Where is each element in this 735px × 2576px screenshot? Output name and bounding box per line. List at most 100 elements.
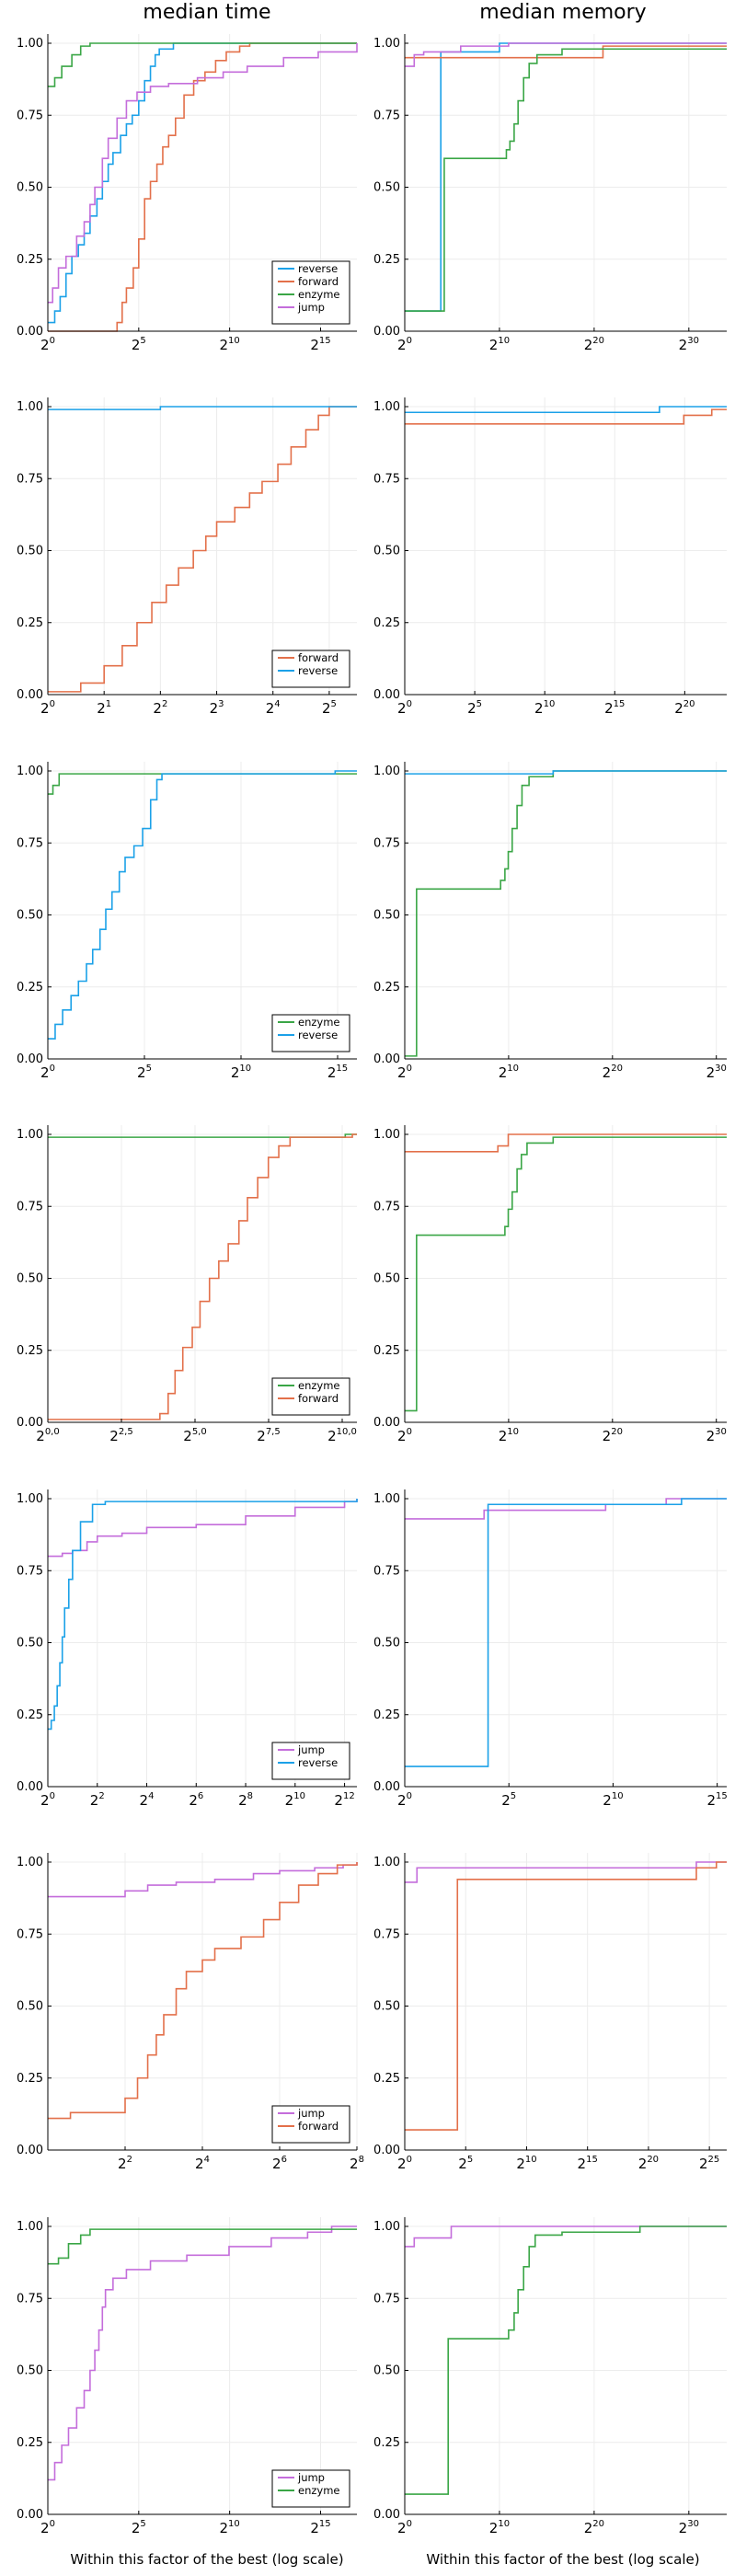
x-axis-label-memory: Within this factor of the best (log scal… bbox=[426, 2551, 699, 2568]
x-tick-base: 2 bbox=[132, 2520, 141, 2536]
x-tick-exponent: 2 bbox=[127, 2155, 132, 2165]
x-tick-base: 2 bbox=[467, 700, 477, 717]
y-tick-label: 0.25 bbox=[373, 1708, 400, 1722]
x-tick-base: 2 bbox=[706, 1064, 716, 1081]
series-line-enzyme bbox=[405, 1136, 727, 1412]
x-tick-exponent: 15 bbox=[716, 1791, 728, 1801]
x-tick-exponent: 10 bbox=[228, 2519, 240, 2529]
x-tick-exponent: 10 bbox=[498, 336, 510, 346]
y-tick-label: 0.00 bbox=[373, 1780, 400, 1794]
y-tick-label: 0.25 bbox=[373, 253, 400, 267]
x-tick-label: 215 bbox=[578, 2155, 598, 2172]
series-line-forward bbox=[48, 406, 357, 693]
x-tick-label: 220 bbox=[584, 336, 604, 353]
y-tick-label: 1.00 bbox=[373, 1856, 400, 1869]
x-tick-base: 2 bbox=[40, 700, 50, 717]
y-tick-label: 0.50 bbox=[373, 1272, 400, 1286]
x-tick-label: 210 bbox=[489, 2519, 510, 2536]
column-title-memory: median memory bbox=[479, 1, 646, 24]
series-line-jump bbox=[405, 2225, 727, 2248]
x-tick-label: 26 bbox=[189, 1791, 203, 1809]
y-tick-label: 0.25 bbox=[373, 1344, 400, 1358]
y-tick-label: 0.75 bbox=[373, 472, 400, 486]
y-tick-label: 0.75 bbox=[373, 2292, 400, 2306]
x-tick-exponent: 4 bbox=[148, 1791, 154, 1801]
x-tick-exponent: 5 bbox=[330, 699, 336, 709]
x-tick-exponent: 0 bbox=[50, 699, 55, 709]
y-tick-label: 0.50 bbox=[373, 2000, 400, 2014]
y-tick-label: 0.00 bbox=[17, 1780, 43, 1794]
y-tick-label: 0.75 bbox=[17, 836, 43, 850]
x-tick-exponent: 10 bbox=[507, 1064, 519, 1074]
series-line-jump bbox=[48, 43, 358, 304]
y-tick-label: 0.00 bbox=[17, 1416, 43, 1430]
y-tick-label: 0.25 bbox=[373, 616, 400, 630]
series-line-reverse bbox=[405, 770, 727, 775]
y-tick-label: 0.50 bbox=[17, 545, 43, 558]
x-tick-base: 2 bbox=[40, 1792, 50, 1809]
y-tick-label: 1.00 bbox=[17, 1128, 43, 1142]
x-tick-base: 2 bbox=[36, 1428, 45, 1444]
series-line-reverse bbox=[405, 406, 727, 414]
x-tick-exponent: 20 bbox=[683, 699, 695, 709]
y-tick-label: 0.25 bbox=[17, 981, 43, 995]
x-tick-base: 2 bbox=[109, 1428, 119, 1444]
series-line-enzyme bbox=[48, 42, 357, 87]
x-tick-base: 2 bbox=[257, 1428, 266, 1444]
x-tick-base: 2 bbox=[220, 337, 229, 353]
y-tick-label: 0.00 bbox=[373, 1416, 400, 1430]
x-tick-label: 220 bbox=[603, 1427, 623, 1444]
x-tick-label: 20 bbox=[40, 1791, 55, 1809]
x-tick-base: 2 bbox=[231, 1064, 240, 1081]
x-tick-label: 230 bbox=[679, 2519, 699, 2536]
legend-label-forward: forward bbox=[298, 2120, 339, 2133]
x-tick-base: 2 bbox=[195, 2156, 204, 2172]
y-tick-label: 0.00 bbox=[17, 2144, 43, 2157]
x-tick-label: 21 bbox=[97, 699, 111, 717]
x-tick-label: 20 bbox=[397, 1427, 412, 1444]
x-tick-exponent: 7,5 bbox=[266, 1427, 281, 1437]
x-tick-base: 2 bbox=[334, 1792, 343, 1809]
x-tick-label: 20 bbox=[40, 699, 55, 717]
x-tick-exponent: 5 bbox=[477, 699, 482, 709]
y-tick-label: 0.50 bbox=[17, 2000, 43, 2014]
legend-label-reverse: reverse bbox=[298, 1756, 338, 1769]
x-tick-exponent: 2 bbox=[162, 699, 167, 709]
x-tick-base: 2 bbox=[310, 2520, 319, 2536]
series-line-reverse bbox=[48, 406, 357, 410]
legend-label-forward: forward bbox=[298, 1392, 339, 1405]
y-tick-label: 0.50 bbox=[17, 181, 43, 195]
x-tick-exponent: 15 bbox=[319, 2519, 331, 2529]
x-tick-exponent: 5,0 bbox=[192, 1427, 207, 1437]
series-line-forward bbox=[48, 42, 357, 332]
x-tick-label: 25 bbox=[467, 699, 482, 717]
x-tick-exponent: 20 bbox=[611, 1427, 623, 1437]
x-tick-exponent: 8 bbox=[247, 1791, 253, 1801]
x-tick-exponent: 3 bbox=[218, 699, 224, 709]
x-tick-exponent: 0 bbox=[50, 2519, 55, 2529]
y-tick-label: 1.00 bbox=[17, 1856, 43, 1869]
legend-label-enzyme: enzyme bbox=[298, 1379, 339, 1392]
y-tick-label: 0.50 bbox=[373, 1637, 400, 1650]
x-tick-label: 20 bbox=[40, 2519, 55, 2536]
y-tick-label: 0.75 bbox=[373, 109, 400, 122]
x-tick-label: 210 bbox=[603, 1791, 623, 1809]
x-tick-label: 210 bbox=[220, 2519, 240, 2536]
x-tick-exponent: 6 bbox=[198, 1791, 203, 1801]
series-line-jump bbox=[405, 1498, 727, 1520]
legend-box bbox=[271, 2469, 350, 2508]
x-tick-label: 20 bbox=[397, 1064, 412, 1081]
y-tick-label: 0.50 bbox=[373, 909, 400, 923]
x-tick-exponent: 25 bbox=[708, 2155, 720, 2165]
x-tick-label: 230 bbox=[706, 1427, 727, 1444]
x-tick-label: 24 bbox=[140, 1791, 155, 1809]
y-tick-label: 1.00 bbox=[17, 1492, 43, 1506]
